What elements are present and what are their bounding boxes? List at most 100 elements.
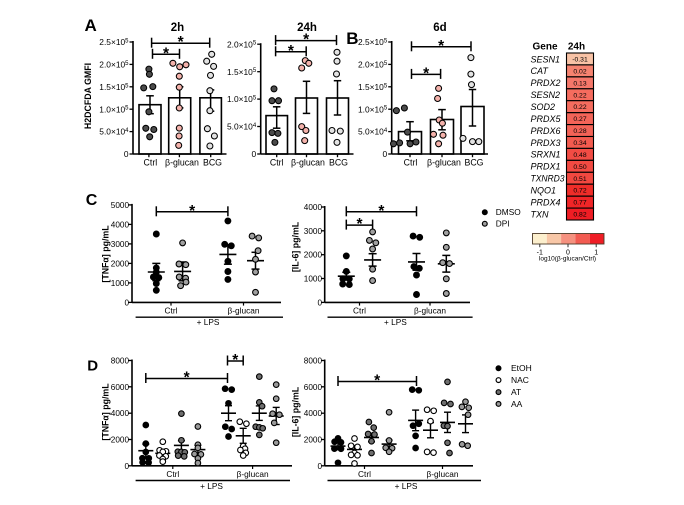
- svg-text:5.0×104: 5.0×104: [99, 127, 129, 137]
- svg-text:5.0×104: 5.0×104: [358, 127, 388, 137]
- svg-text:0: 0: [317, 462, 322, 471]
- svg-text:NAC: NAC: [511, 375, 529, 385]
- svg-text:Ctrl: Ctrl: [270, 157, 284, 167]
- svg-text:SRXN1: SRXN1: [531, 150, 561, 160]
- svg-text:*: *: [163, 45, 170, 62]
- svg-text:DPI: DPI: [496, 219, 510, 229]
- svg-text:4000: 4000: [111, 220, 130, 229]
- svg-text:0.51: 0.51: [573, 176, 586, 183]
- svg-text:C: C: [86, 192, 98, 209]
- svg-text:0: 0: [317, 298, 322, 307]
- svg-text:*: *: [438, 38, 445, 55]
- svg-text:6000: 6000: [304, 383, 323, 392]
- svg-text:β-glucan: β-glucan: [237, 469, 269, 479]
- svg-text:5.0×104: 5.0×104: [227, 122, 257, 132]
- svg-text:0: 0: [124, 149, 129, 159]
- svg-text:EtOH: EtOH: [511, 363, 532, 373]
- svg-text:4000: 4000: [111, 409, 130, 418]
- svg-text:Gene: Gene: [533, 41, 558, 52]
- svg-text:0.13: 0.13: [573, 80, 586, 87]
- svg-text:0.77: 0.77: [573, 200, 586, 207]
- svg-text:1000: 1000: [304, 275, 323, 284]
- svg-text:-0.31: -0.31: [572, 57, 588, 64]
- svg-text:2.5×105: 2.5×105: [99, 37, 129, 47]
- svg-text:+ LPS: + LPS: [395, 481, 418, 491]
- svg-text:Ctrl: Ctrl: [166, 469, 179, 479]
- svg-text:[TNFα] pg/mL: [TNFα] pg/mL: [101, 225, 111, 283]
- svg-text:2.5×105: 2.5×105: [358, 37, 388, 47]
- svg-text:2000: 2000: [304, 436, 323, 445]
- svg-text:0.27: 0.27: [573, 116, 586, 123]
- svg-text:PRDX4: PRDX4: [531, 197, 561, 207]
- svg-text:1000: 1000: [111, 279, 130, 288]
- svg-text:1.0×105: 1.0×105: [99, 104, 129, 114]
- svg-text:SESN1: SESN1: [531, 54, 561, 64]
- svg-text:-1: -1: [537, 250, 543, 257]
- svg-text:log10(β-glucan/Ctrl): log10(β-glucan/Ctrl): [539, 256, 596, 263]
- svg-text:0: 0: [566, 250, 570, 257]
- svg-text:24h: 24h: [297, 22, 317, 34]
- svg-text:PRDX3: PRDX3: [531, 138, 561, 148]
- svg-text:*: *: [184, 370, 191, 387]
- svg-text:6000: 6000: [111, 383, 130, 392]
- svg-text:6d: 6d: [433, 22, 446, 34]
- svg-text:AA: AA: [511, 399, 523, 409]
- svg-text:Ctrl: Ctrl: [165, 306, 178, 316]
- svg-text:1: 1: [594, 250, 598, 257]
- svg-text:2000: 2000: [111, 259, 130, 268]
- svg-text:TXNRD3: TXNRD3: [531, 174, 565, 184]
- svg-text:Ctrl: Ctrl: [353, 306, 366, 316]
- svg-text:0.50: 0.50: [573, 164, 586, 171]
- svg-text:1.0×105: 1.0×105: [358, 104, 388, 114]
- svg-text:β-glucan: β-glucan: [165, 157, 199, 167]
- svg-text:Ctrl: Ctrl: [144, 157, 158, 167]
- svg-text:0.02: 0.02: [573, 68, 586, 75]
- svg-text:B: B: [346, 29, 358, 48]
- svg-text:D: D: [87, 358, 98, 375]
- svg-text:+ LPS: + LPS: [197, 317, 220, 327]
- svg-text:8000: 8000: [304, 357, 323, 366]
- svg-text:PRDX5: PRDX5: [531, 114, 562, 124]
- svg-text:[IL-6] pg/mL: [IL-6] pg/mL: [291, 221, 301, 272]
- svg-text:NQO1: NQO1: [531, 186, 557, 196]
- svg-text:0.82: 0.82: [573, 212, 586, 219]
- svg-text:β-glucan: β-glucan: [427, 469, 459, 479]
- svg-text:0: 0: [252, 149, 257, 159]
- svg-text:AT: AT: [511, 387, 521, 397]
- svg-text:4000: 4000: [304, 409, 323, 418]
- svg-text:PRDX2: PRDX2: [531, 78, 561, 88]
- svg-text:0.48: 0.48: [573, 152, 586, 159]
- svg-text:TXN: TXN: [531, 209, 550, 219]
- svg-text:*: *: [374, 373, 381, 390]
- svg-text:H2DCFDA GMFI: H2DCFDA GMFI: [83, 63, 93, 129]
- svg-text:0.22: 0.22: [573, 92, 586, 99]
- svg-text:2.0×105: 2.0×105: [227, 39, 257, 49]
- svg-text:*: *: [423, 65, 430, 82]
- svg-text:BCG: BCG: [329, 157, 348, 167]
- svg-text:Ctrl: Ctrl: [358, 469, 371, 479]
- svg-text:β-glucan: β-glucan: [427, 157, 461, 167]
- svg-text:0.34: 0.34: [573, 140, 586, 147]
- svg-text:2000: 2000: [304, 251, 323, 260]
- svg-text:*: *: [356, 216, 363, 233]
- svg-text:*: *: [232, 352, 239, 369]
- svg-text:*: *: [288, 43, 295, 60]
- svg-text:24h: 24h: [568, 41, 585, 52]
- svg-text:CAT: CAT: [531, 66, 550, 76]
- svg-text:0: 0: [383, 149, 388, 159]
- svg-text:β-glucan: β-glucan: [414, 306, 446, 316]
- svg-text:0.72: 0.72: [573, 188, 586, 195]
- svg-text:1.5×105: 1.5×105: [358, 82, 388, 92]
- svg-text:1.5×105: 1.5×105: [99, 82, 129, 92]
- svg-text:1.0×105: 1.0×105: [227, 94, 257, 104]
- svg-text:8000: 8000: [111, 357, 130, 366]
- svg-text:*: *: [378, 203, 385, 220]
- svg-text:0.22: 0.22: [573, 104, 586, 111]
- svg-text:β-glucan: β-glucan: [291, 157, 325, 167]
- svg-text:BCG: BCG: [464, 157, 483, 167]
- svg-text:0.28: 0.28: [573, 128, 586, 135]
- svg-text:+ LPS: + LPS: [384, 317, 407, 327]
- svg-text:3000: 3000: [304, 227, 323, 236]
- svg-text:[IL-6] pg/mL: [IL-6] pg/mL: [291, 386, 301, 437]
- svg-text:3000: 3000: [111, 240, 130, 249]
